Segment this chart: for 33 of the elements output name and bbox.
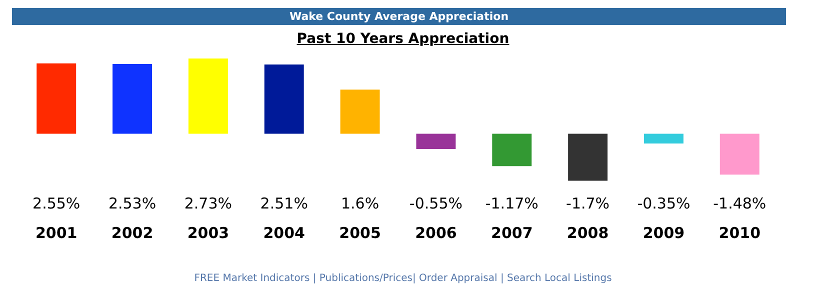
x-tick-label: 2001: [35, 224, 78, 242]
text: FREE Market Indicators | Publications/Prices| Order Appraisal | Search Local Listings: [193, 273, 613, 284]
bar: [644, 134, 684, 144]
x-tick-label: 2004: [263, 224, 305, 242]
bar: [112, 64, 152, 134]
data-label: 1.6%: [340, 194, 380, 212]
bar: [340, 90, 380, 134]
data-label: -0.35%: [637, 194, 690, 212]
data-label: -1.48%: [713, 194, 766, 212]
x-tick-label: 2007: [491, 224, 533, 242]
bar: [36, 63, 76, 134]
x-tick-label: 2005: [339, 224, 381, 242]
data-label: 2.51%: [260, 194, 308, 212]
data-label: 2.73%: [184, 194, 232, 212]
bar: [492, 134, 532, 166]
bar: [188, 58, 228, 134]
data-label: 2.53%: [108, 194, 156, 212]
bar: [568, 134, 608, 181]
x-tick-label: 2008: [566, 224, 609, 242]
chart-title: Wake County Average Appreciation: [12, 8, 786, 25]
data-label: -1.17%: [485, 194, 538, 212]
bar: [720, 134, 760, 175]
x-tick-label: 2002: [111, 224, 154, 242]
x-tick-label: 2010: [718, 224, 761, 242]
data-label: -0.55%: [409, 194, 462, 212]
x-tick-label: 2009: [642, 224, 685, 242]
x-tick-label: 2003: [187, 224, 230, 242]
bar: [264, 64, 304, 134]
data-label: 2.55%: [32, 194, 80, 212]
chart-subtitle: Past 10 Years Appreciation: [296, 31, 510, 47]
x-tick-label: 2006: [415, 224, 457, 242]
bar: [416, 134, 456, 149]
data-label: -1.7%: [566, 194, 610, 212]
